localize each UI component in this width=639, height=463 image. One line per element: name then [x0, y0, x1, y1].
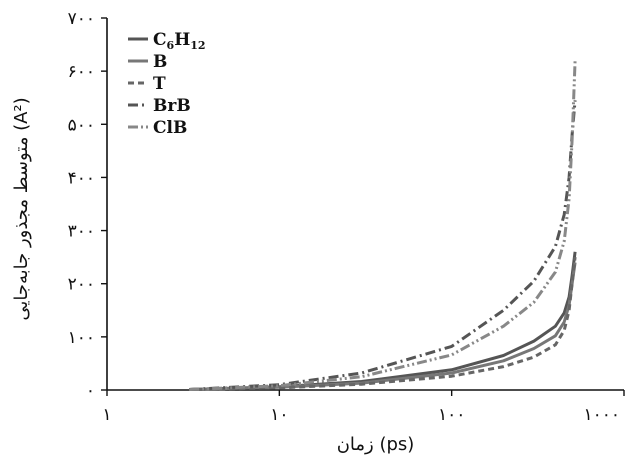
x-axis-title: زمان (ps): [337, 434, 415, 455]
legend-label: T: [153, 74, 166, 94]
x-tick-label: ۱: [102, 405, 111, 425]
series-line-t: [189, 256, 577, 391]
y-tick-label: ۷۰۰: [68, 9, 95, 29]
legend-label: ClB: [153, 118, 187, 138]
series-line-b: [189, 262, 577, 391]
y-tick-label: ۰: [86, 381, 95, 401]
series-line-brb: [189, 100, 577, 391]
y-tick-label: ۳۰۰: [68, 222, 95, 242]
legend-label: C6H12: [153, 30, 206, 52]
x-tick-label: ۱۰: [270, 405, 288, 425]
x-tick-label: ۱۰۰: [438, 405, 465, 425]
series-layer: [189, 60, 577, 391]
y-ticks: ۰ ۱۰۰ ۲۰۰ ۳۰۰ ۴۰۰ ۵۰۰ ۶۰۰ ۷۰۰: [68, 9, 107, 401]
y-axis-title: متوسط مجذور جابه‌جایی (A²): [11, 97, 32, 320]
y-tick-label: ۲۰۰: [68, 275, 95, 295]
y-tick-label: ۴۰۰: [68, 168, 95, 188]
legend-label: B: [153, 52, 167, 72]
y-tick-label: ۱۰۰: [68, 328, 95, 348]
x-ticks: ۱ ۱۰ ۱۰۰ ۱۰۰۰: [102, 390, 625, 425]
legend-label: BrB: [153, 96, 191, 116]
x-tick-label: ۱۰۰۰: [583, 405, 620, 425]
y-tick-label: ۶۰۰: [68, 62, 95, 82]
series-line-clb: [189, 60, 577, 391]
y-tick-label: ۵۰۰: [68, 115, 95, 135]
series-line-c6h12: [189, 251, 577, 391]
